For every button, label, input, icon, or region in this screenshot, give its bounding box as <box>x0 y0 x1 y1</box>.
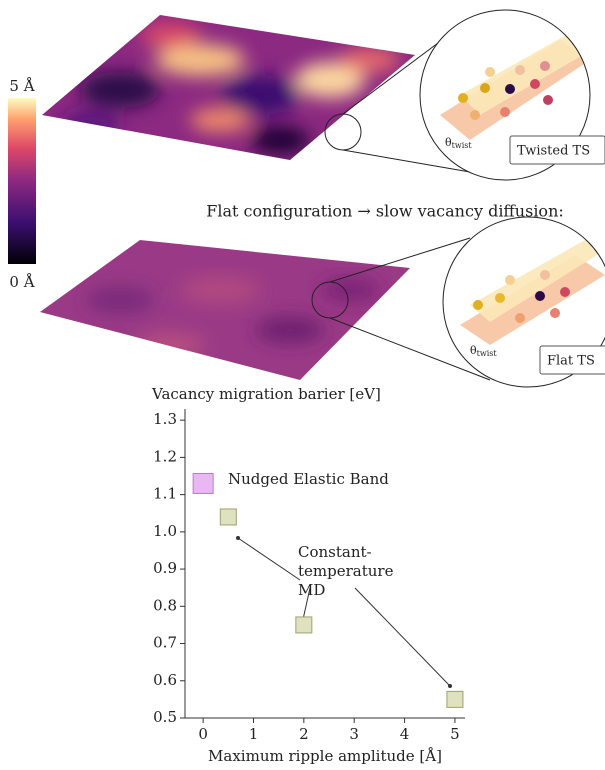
rippled-surface <box>30 10 430 170</box>
marker <box>447 691 463 707</box>
chart-title: Vacancy migration barier [eV] <box>151 385 381 403</box>
caption: Flat configuration → slow vacancy diffus… <box>206 202 564 221</box>
angle-subscript: twist <box>452 141 473 150</box>
colorbar <box>8 98 36 264</box>
flat-label: Flat TS <box>547 354 595 369</box>
flat-surface <box>30 230 420 390</box>
colorbar-min: 0 Å <box>9 273 34 291</box>
y-tick-label: 1.0 <box>153 522 177 540</box>
page: 5 Å 0 Å θtwist Twisted TS Flat configura… <box>0 0 605 770</box>
x-tick-label: 0 <box>198 725 208 743</box>
figure: 5 Å 0 Å θtwist Twisted TS Flat configura… <box>0 0 605 770</box>
y-tick-label: 1.1 <box>153 485 177 503</box>
marker <box>296 617 312 633</box>
x-axis-label: Maximum ripple amplitude [Å] <box>208 747 442 765</box>
zoom-marker <box>325 114 361 150</box>
marker <box>220 509 236 525</box>
arrow <box>355 588 450 686</box>
series-annotation: Nudged Elastic Band <box>228 470 389 488</box>
series-annotation: Constant-temperature MD <box>298 543 416 600</box>
y-tick-label: 0.6 <box>153 671 177 689</box>
arrowhead <box>448 684 452 688</box>
x-tick-label: 3 <box>349 725 359 743</box>
angle-subscript: twist <box>477 349 498 358</box>
colorbar-max: 5 Å <box>9 77 34 95</box>
twisted-label: Twisted TS <box>517 144 590 159</box>
arrow <box>238 538 300 580</box>
y-tick-label: 0.7 <box>153 634 177 652</box>
x-tick-label: 2 <box>299 725 309 743</box>
y-tick-label: 0.8 <box>153 596 177 614</box>
x-tick-label: 4 <box>400 725 410 743</box>
x-tick-label: 1 <box>249 725 259 743</box>
marker <box>193 473 213 493</box>
y-tick-label: 1.3 <box>153 410 177 428</box>
y-tick-label: 1.2 <box>153 447 177 465</box>
arrowhead <box>236 536 240 540</box>
x-tick-label: 5 <box>450 725 460 743</box>
y-tick-label: 0.9 <box>153 559 177 577</box>
y-tick-label: 0.5 <box>153 708 177 726</box>
